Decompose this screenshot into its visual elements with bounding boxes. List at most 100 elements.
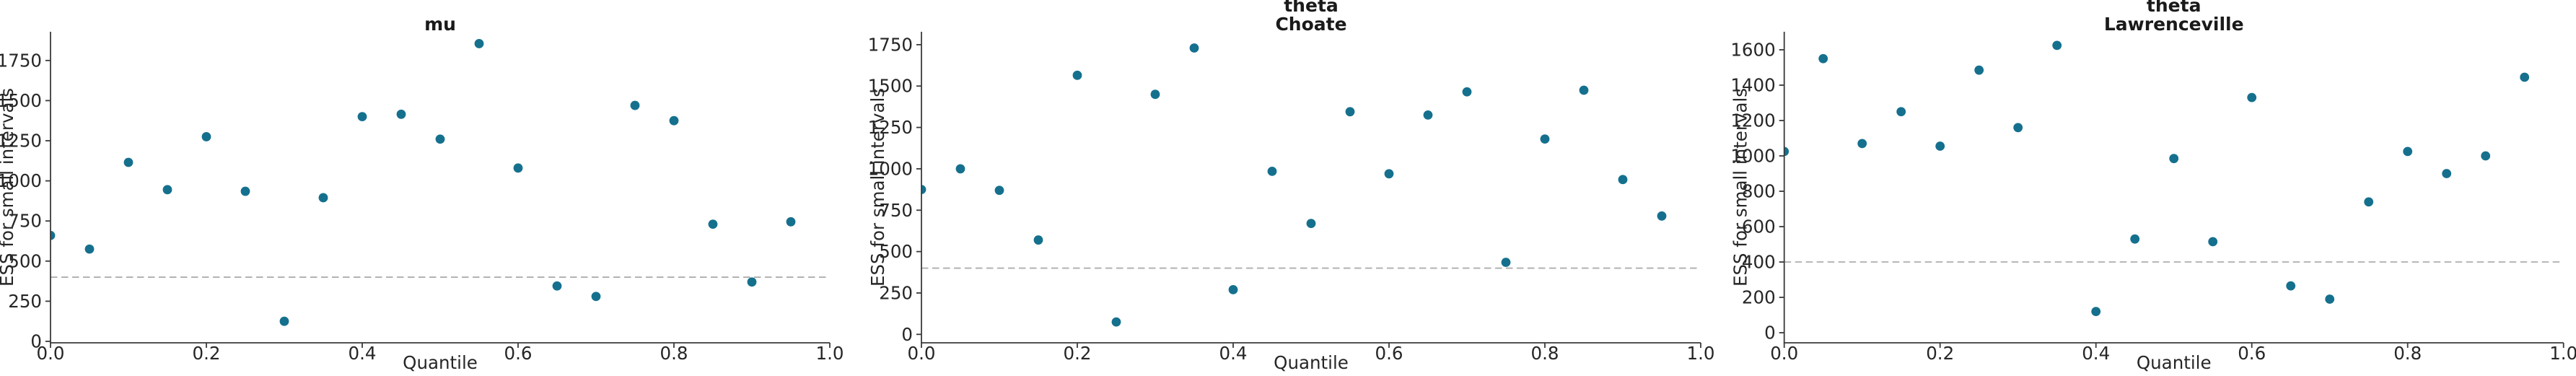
data-point — [201, 132, 211, 141]
x-tick-label: 1.0 — [1687, 343, 1715, 364]
data-point — [513, 163, 523, 173]
data-point — [279, 316, 289, 326]
y-tick-label: 750 — [879, 200, 913, 221]
data-point — [1896, 107, 1906, 117]
y-axis-label: ESS for small intervals — [867, 88, 888, 287]
data-point — [994, 185, 1004, 196]
data-point — [1384, 169, 1394, 179]
y-tick-label: 1000 — [0, 170, 42, 191]
data-point — [1462, 87, 1472, 97]
data-point — [1306, 219, 1316, 229]
data-point — [747, 277, 757, 287]
x-tick-label: 0.6 — [504, 343, 533, 364]
y-tick-label: 0 — [901, 324, 913, 345]
data-point — [2013, 123, 2023, 133]
y-tick-label: 500 — [879, 241, 913, 262]
x-tick-label: 0.8 — [1531, 343, 1559, 364]
data-point — [1657, 211, 1667, 221]
y-tick-label: 250 — [8, 291, 42, 312]
data-point — [1935, 141, 1945, 151]
y-tick-label: 1500 — [868, 76, 913, 97]
panel-title-line: theta — [1284, 0, 1339, 16]
data-point — [1267, 166, 1277, 176]
y-tick-label: 400 — [1742, 252, 1776, 273]
x-tick-label: 0.4 — [1219, 343, 1248, 364]
plot-panel: 0.0 0.2 0.4 0.6 0.8 1.0 0 250 500 750 1000 1250 1500… — [867, 0, 1714, 373]
data-point — [630, 100, 640, 110]
data-point — [708, 219, 718, 229]
y-tick-label: 1750 — [0, 50, 42, 71]
y-tick-label: 500 — [8, 250, 42, 271]
data-point — [2130, 234, 2140, 244]
data-point — [2364, 197, 2374, 207]
y-tick-label: 1500 — [0, 90, 42, 111]
data-point — [1345, 107, 1355, 117]
y-tick-label: 1250 — [0, 131, 42, 152]
x-tick-label: 0.6 — [1375, 343, 1403, 364]
x-tick-label: 0.4 — [349, 343, 377, 364]
data-point — [2286, 281, 2296, 291]
data-point — [2247, 92, 2257, 102]
scatter-series — [51, 39, 796, 326]
y-tick-label: 800 — [1742, 181, 1776, 202]
panel-title-line: theta — [2147, 0, 2202, 16]
data-point — [318, 193, 328, 203]
data-point — [1423, 110, 1433, 120]
y-tick-label: 250 — [879, 282, 913, 303]
data-point — [357, 112, 367, 122]
data-point — [1150, 89, 1160, 100]
y-tick-label: 600 — [1742, 217, 1776, 237]
data-point — [1857, 139, 1867, 149]
x-axis-label: Quantile — [2137, 352, 2212, 373]
data-point — [955, 164, 965, 174]
panel-title-line: Lawrenceville — [2104, 14, 2244, 35]
data-point — [2169, 154, 2179, 164]
y-axis-label: ESS for small intervals — [1730, 88, 1751, 287]
data-point — [1974, 65, 1984, 75]
data-point — [591, 292, 601, 302]
x-tick-label: 1.0 — [816, 343, 844, 364]
data-point — [1618, 175, 1628, 185]
y-tick-label: 0 — [1764, 323, 1776, 344]
data-point — [240, 186, 250, 196]
y-tick-label: 1750 — [868, 34, 913, 55]
panel-title-line: Choate — [1275, 14, 1346, 35]
y-tick-label: 750 — [8, 211, 42, 232]
data-point — [51, 230, 56, 240]
x-tick-label: 0.2 — [1064, 343, 1092, 364]
data-point — [123, 157, 133, 167]
data-point — [921, 185, 926, 194]
data-point — [84, 244, 95, 254]
scatter-series — [1784, 40, 2530, 317]
data-point — [1033, 235, 1043, 245]
scatter-series — [921, 43, 1667, 327]
data-point — [1072, 70, 1082, 80]
plot-panel: 0.0 0.2 0.4 0.6 0.8 1.0 0 250 500 750 1000 1250 1500… — [0, 14, 844, 373]
y-tick-label: 0 — [30, 331, 42, 351]
x-axis-label: Quantile — [1274, 352, 1349, 373]
x-tick-label: 0.8 — [660, 343, 688, 364]
y-tick-label: 1000 — [1730, 146, 1775, 167]
data-point — [474, 39, 484, 48]
data-point — [2208, 237, 2218, 247]
data-point — [552, 281, 562, 291]
x-tick-label: 0.6 — [2238, 343, 2266, 364]
y-tick-label: 1000 — [868, 158, 913, 179]
data-point — [2442, 169, 2452, 178]
data-point — [435, 134, 445, 144]
y-tick-label: 200 — [1742, 287, 1776, 308]
y-axis-label: ESS for small intervals — [0, 88, 17, 287]
x-tick-label: 0.2 — [193, 343, 221, 364]
x-tick-label: 1.0 — [2549, 343, 2576, 364]
y-tick-label: 1200 — [1730, 110, 1775, 131]
y-tick-label: 1600 — [1730, 39, 1775, 60]
data-point — [2325, 294, 2335, 304]
data-point — [1784, 147, 1789, 157]
x-axis-label: Quantile — [403, 352, 478, 373]
data-point — [1228, 284, 1238, 294]
data-point — [2403, 147, 2413, 157]
x-tick-label: 0.2 — [1926, 343, 1954, 364]
data-point — [1501, 258, 1511, 267]
